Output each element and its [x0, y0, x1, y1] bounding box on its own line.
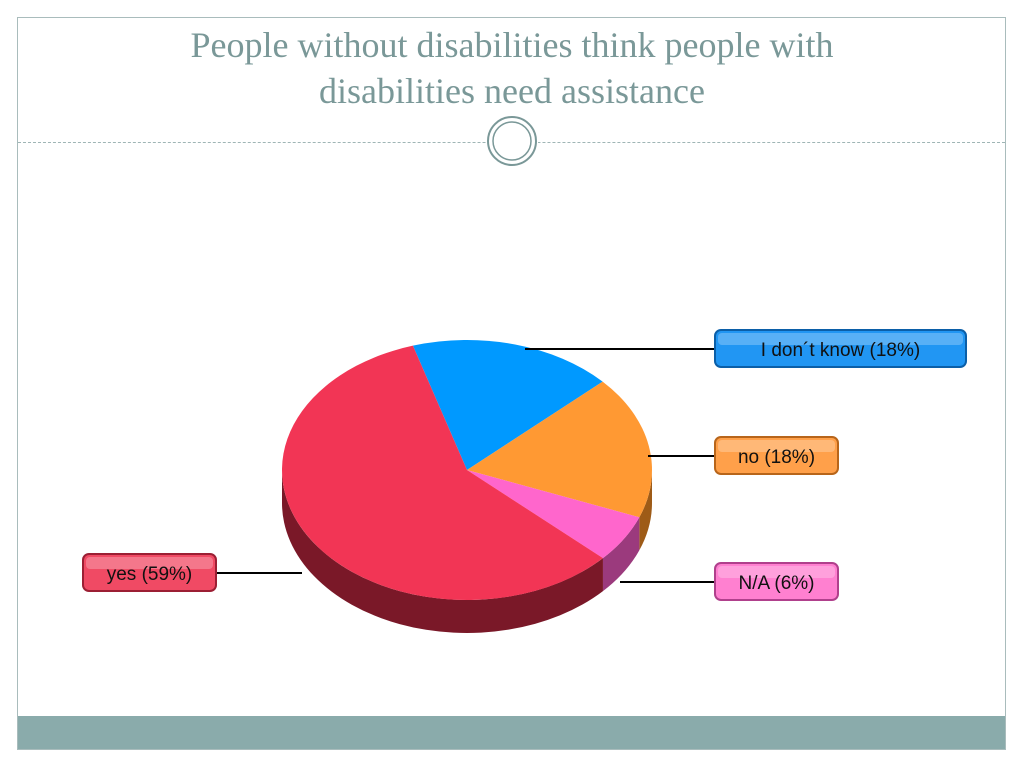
slice-label-gloss-na — [718, 566, 835, 578]
pie-slice-i_dont_know — [412, 340, 603, 470]
slide-title: People without disabilities think people… — [40, 22, 984, 114]
slice-label-text-no: no (18%) — [738, 447, 815, 468]
slice-labels: I don´t know (18%) no (18%) N/A (6%) yes (5… — [82, 329, 967, 601]
slice-label-gloss-i_dont_know — [718, 333, 963, 345]
slice-label-na: N/A (6%) — [714, 562, 839, 601]
slice-label-i_dont_know: I don´t know (18%) — [714, 329, 967, 368]
circle-ornament-icon — [487, 116, 537, 166]
slice-label-text-na: N/A (6%) — [738, 573, 814, 594]
pie-side-yes — [282, 470, 603, 633]
slice-label-box-na — [714, 562, 839, 601]
slide-title-line-1: People without disabilities think people… — [190, 25, 834, 65]
slice-label-gloss-no — [718, 440, 835, 452]
slice-label-box-i_dont_know — [714, 329, 967, 368]
pie-slice-na — [467, 470, 640, 559]
slice-label-gloss-yes — [86, 557, 213, 569]
divider-ornament — [486, 115, 538, 167]
footer-band — [18, 716, 1005, 749]
leader-lines — [216, 348, 715, 583]
pie-side-na — [602, 517, 640, 592]
pie-sides — [282, 470, 652, 633]
slice-label-no: no (18%) — [714, 436, 839, 475]
slide-title-line-2: disabilities need assistance — [319, 71, 705, 111]
slice-label-box-yes — [82, 553, 217, 592]
pie-slice-yes — [282, 345, 603, 601]
slice-label-yes: yes (59%) — [82, 553, 217, 592]
pie-tops — [282, 340, 652, 601]
pie-slice-no — [467, 381, 652, 518]
slice-label-text-yes: yes (59%) — [107, 564, 193, 585]
slice-label-box-no — [714, 436, 839, 475]
slice-label-text-i_dont_know: I don´t know (18%) — [761, 340, 920, 361]
pie-side-no — [639, 470, 652, 551]
